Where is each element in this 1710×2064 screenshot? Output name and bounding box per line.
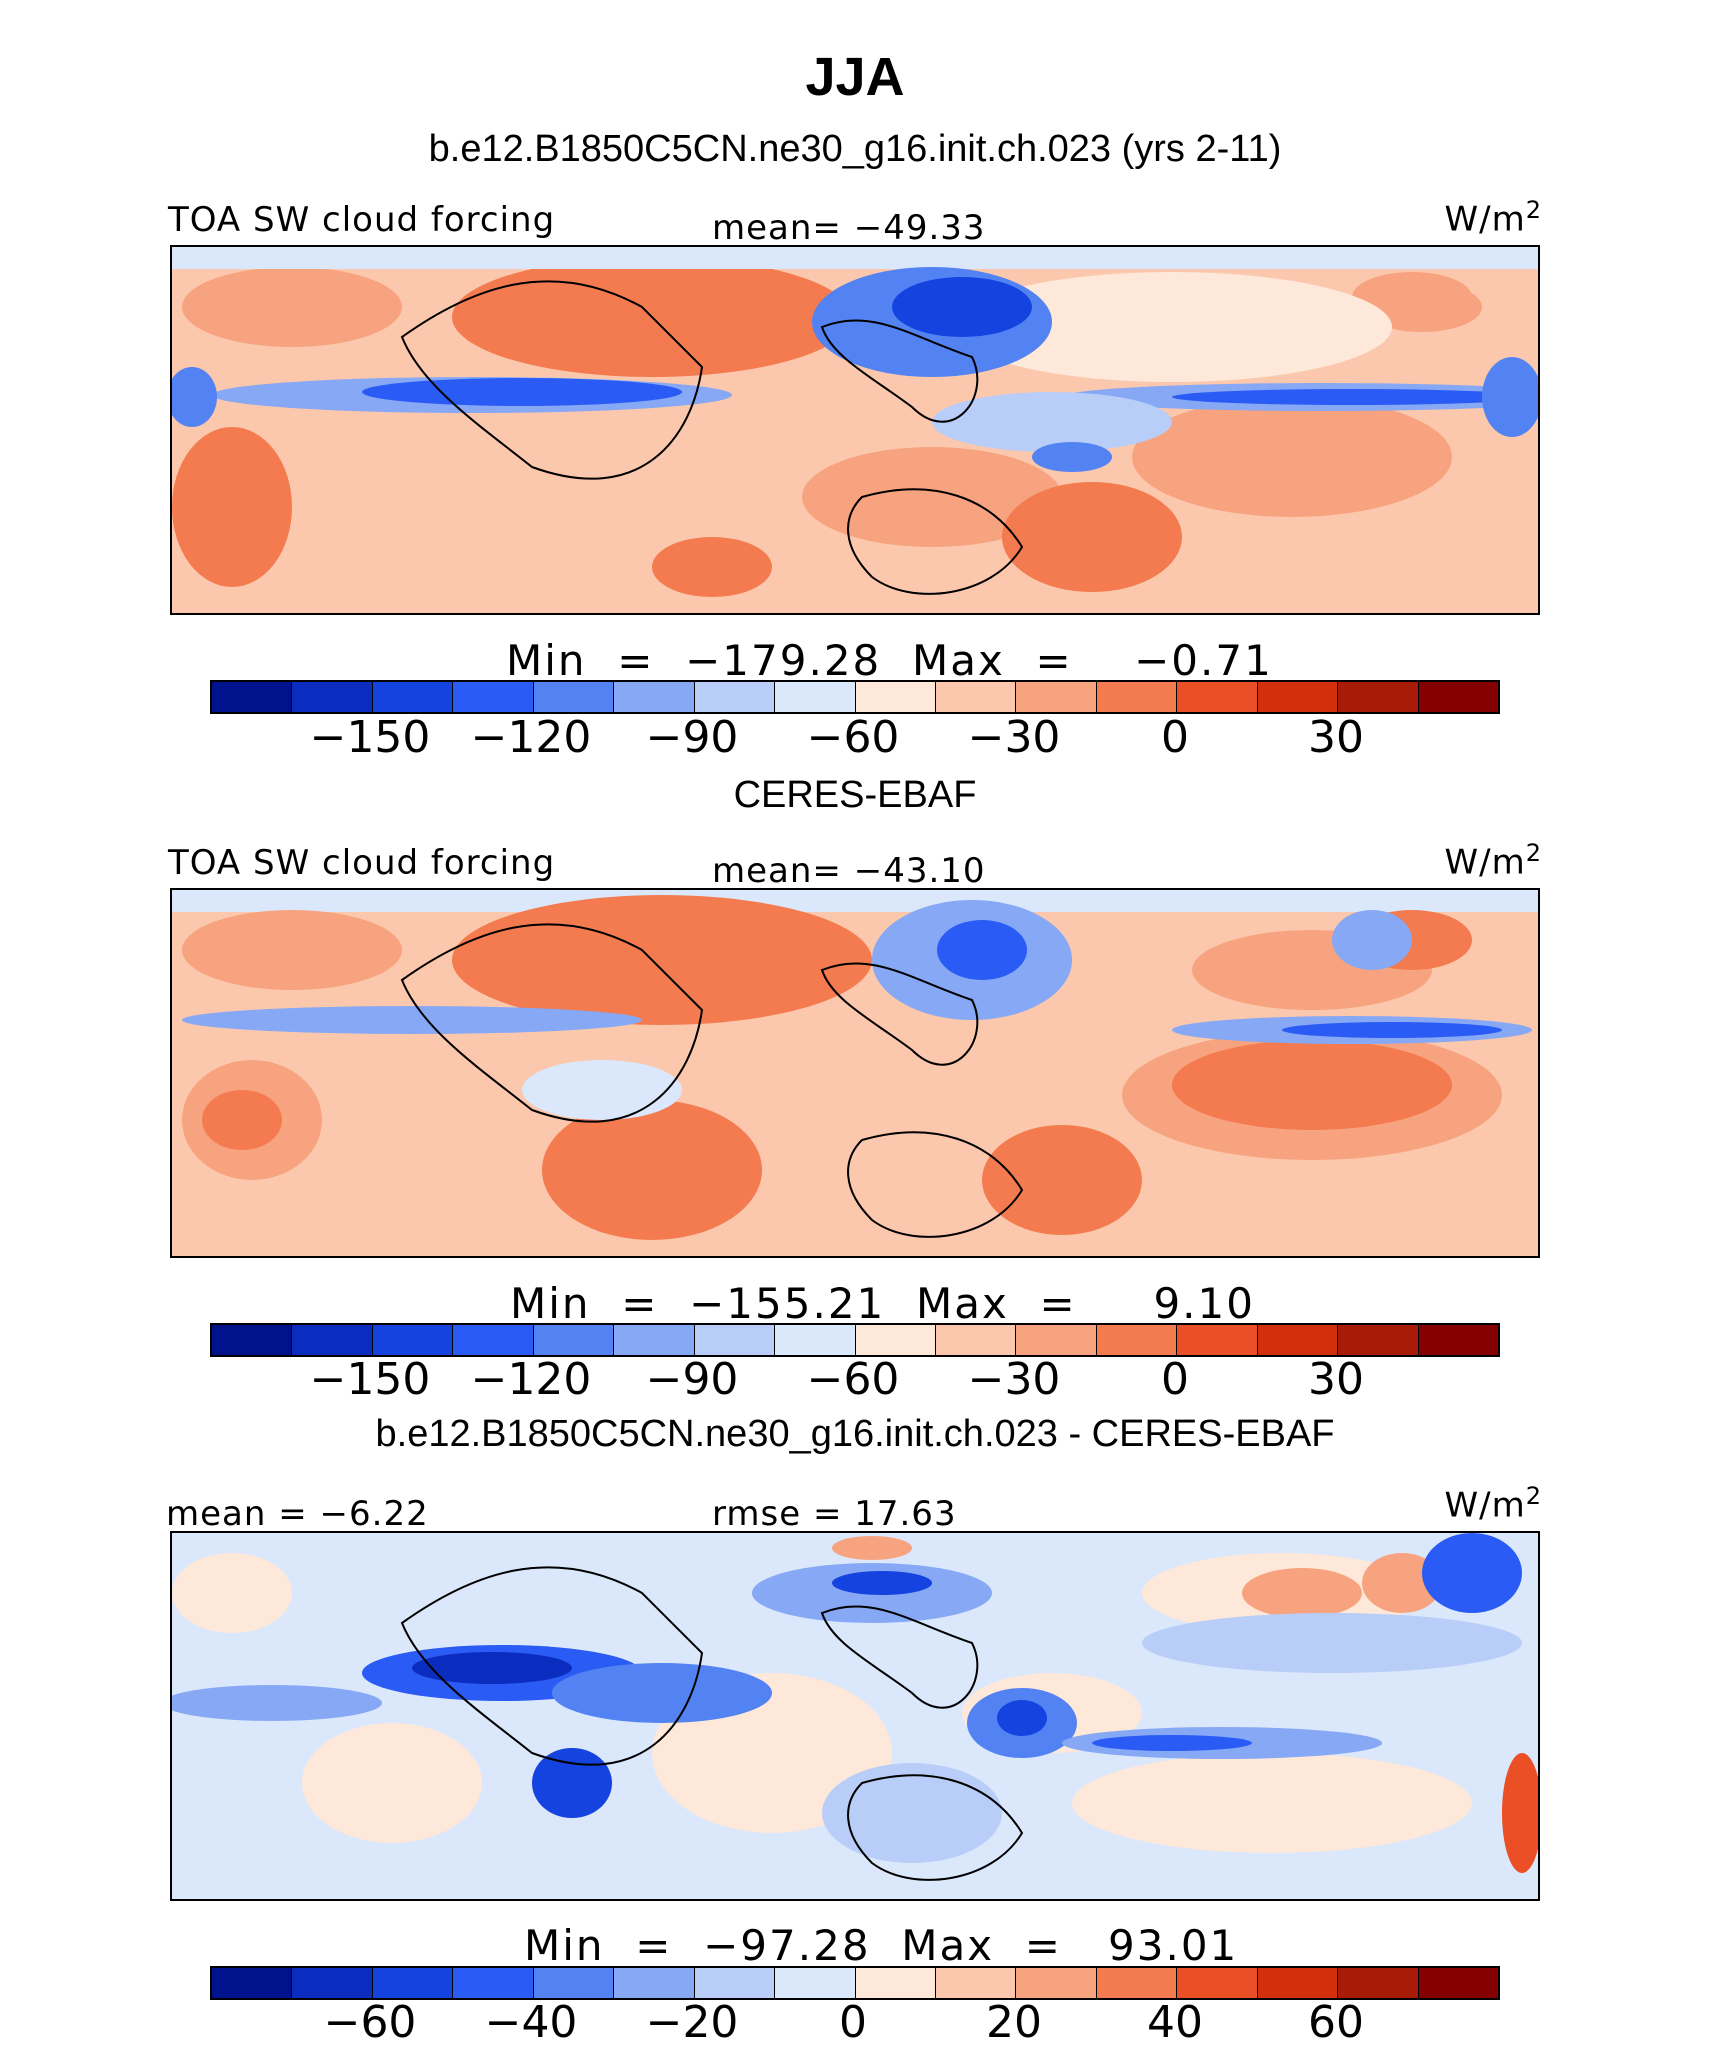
colorbar-swatch bbox=[212, 682, 293, 712]
colorbar-swatch bbox=[212, 1968, 293, 1998]
panel-3-colorbar-tick: 0 bbox=[839, 1997, 867, 2048]
panel-2-mean-label: mean= −43.10 bbox=[712, 851, 986, 891]
colorbar-swatch bbox=[453, 1325, 534, 1355]
colorbar-swatch bbox=[1338, 1325, 1419, 1355]
panel-2-colorbar-tick: −120 bbox=[470, 1354, 592, 1405]
colorbar-swatch bbox=[855, 682, 936, 712]
panel-2-units-label: W/m2 bbox=[1444, 839, 1542, 883]
colorbar-swatch bbox=[1016, 682, 1097, 712]
colorbar-swatch bbox=[694, 682, 776, 712]
panel-2-colorbar-tick: −90 bbox=[645, 1354, 739, 1405]
colorbar-swatch bbox=[1016, 1325, 1097, 1355]
colorbar-swatch bbox=[775, 682, 856, 712]
colorbar-swatch bbox=[694, 1325, 776, 1355]
panel-1-colorbar-tick: −120 bbox=[470, 712, 592, 763]
panel-3-colorbar-tick: 40 bbox=[1147, 1997, 1203, 2048]
colorbar-swatch bbox=[1096, 1968, 1178, 1998]
colorbar-swatch bbox=[533, 1968, 615, 1998]
colorbar-swatch bbox=[614, 1325, 695, 1355]
panel-3-rmse-label: rmse = 17.63 bbox=[712, 1494, 957, 1534]
panel-1-variable-label: TOA SW cloud forcing bbox=[168, 200, 556, 240]
panel-1-colorbar-tick: −150 bbox=[309, 712, 431, 763]
panel-2-colorbar-tick: 30 bbox=[1308, 1354, 1364, 1405]
panel-3-units-label: W/m2 bbox=[1444, 1482, 1542, 1526]
colorbar-swatch bbox=[855, 1968, 936, 1998]
colorbar-swatch bbox=[212, 1325, 293, 1355]
colorbar-swatch bbox=[372, 682, 454, 712]
colorbar-swatch bbox=[1338, 682, 1419, 712]
colorbar-swatch bbox=[614, 682, 695, 712]
panel-2-colorbar-tick: −30 bbox=[967, 1354, 1061, 1405]
colorbar-swatch bbox=[614, 1968, 695, 1998]
panel-2-colorbar-tick: −60 bbox=[806, 1354, 900, 1405]
colorbar-swatch bbox=[1096, 1325, 1178, 1355]
colorbar-swatch bbox=[775, 1325, 856, 1355]
colorbar-swatch bbox=[1418, 1325, 1498, 1355]
colorbar-swatch bbox=[292, 682, 373, 712]
panel-3-colorbar-tick: −40 bbox=[484, 1997, 578, 2048]
panel-1-colorbar-tick: −90 bbox=[645, 712, 739, 763]
panel-2-colorbar-tick: −150 bbox=[309, 1354, 431, 1405]
colorbar-swatch bbox=[1096, 682, 1178, 712]
colorbar-swatch bbox=[1177, 1968, 1258, 1998]
colorbar-swatch bbox=[694, 1968, 776, 1998]
colorbar-swatch bbox=[935, 682, 1017, 712]
colorbar-swatch bbox=[1257, 1968, 1339, 1998]
panel-3-colorbar-tick: −20 bbox=[645, 1997, 739, 2048]
panel-3-mean-label: mean = −6.22 bbox=[166, 1494, 429, 1534]
panel-3-map bbox=[170, 1531, 1540, 1901]
colorbar-swatch bbox=[372, 1325, 454, 1355]
panel-1-colorbar-tick: 0 bbox=[1161, 712, 1189, 763]
colorbar-swatch bbox=[1418, 682, 1498, 712]
panel-1-subtitle: b.e12.B1850C5CN.ne30_g16.init.ch.023 (yr… bbox=[428, 128, 1282, 170]
panel-2-variable-label: TOA SW cloud forcing bbox=[168, 843, 556, 883]
panel-1-minmax-label: Min = −179.28 Max = −0.71 bbox=[506, 636, 1273, 685]
colorbar-swatch bbox=[855, 1325, 936, 1355]
panel-2-map bbox=[170, 888, 1540, 1258]
colorbar-swatch bbox=[935, 1968, 1017, 1998]
panel-1-units-label: W/m2 bbox=[1444, 196, 1542, 240]
colorbar-swatch bbox=[292, 1968, 373, 1998]
panel-3-colorbar-tick: −60 bbox=[323, 1997, 417, 2048]
panel-1-colorbar-tick: −60 bbox=[806, 712, 900, 763]
colorbar-swatch bbox=[775, 1968, 856, 1998]
colorbar-swatch bbox=[533, 1325, 615, 1355]
figure-title: JJA bbox=[805, 47, 905, 107]
colorbar-swatch bbox=[1177, 682, 1258, 712]
panel-1-colorbar bbox=[210, 680, 1500, 714]
colorbar-swatch bbox=[1177, 1325, 1258, 1355]
colorbar-swatch bbox=[533, 682, 615, 712]
colorbar-swatch bbox=[1016, 1968, 1097, 1998]
panel-3-colorbar bbox=[210, 1966, 1500, 2000]
colorbar-swatch bbox=[453, 1968, 534, 1998]
panel-3-subtitle: b.e12.B1850C5CN.ne30_g16.init.ch.023 - C… bbox=[375, 1413, 1335, 1455]
colorbar-swatch bbox=[1418, 1968, 1498, 1998]
colorbar-swatch bbox=[1257, 1325, 1339, 1355]
colorbar-swatch bbox=[1338, 1968, 1419, 1998]
panel-1-colorbar-tick: 30 bbox=[1308, 712, 1364, 763]
panel-1-mean-label: mean= −49.33 bbox=[712, 208, 986, 248]
panel-3-minmax-label: Min = −97.28 Max = 93.01 bbox=[524, 1921, 1239, 1970]
panel-2-colorbar bbox=[210, 1323, 1500, 1357]
panel-2-minmax-label: Min = −155.21 Max = 9.10 bbox=[510, 1279, 1255, 1328]
panel-3-colorbar-tick: 60 bbox=[1308, 1997, 1364, 2048]
panel-2-colorbar-tick: 0 bbox=[1161, 1354, 1189, 1405]
panel-1-colorbar-tick: −30 bbox=[967, 712, 1061, 763]
colorbar-swatch bbox=[453, 682, 534, 712]
panel-2-subtitle: CERES-EBAF bbox=[733, 774, 977, 816]
panel-1-map bbox=[170, 245, 1540, 615]
colorbar-swatch bbox=[292, 1325, 373, 1355]
panel-3-colorbar-tick: 20 bbox=[986, 1997, 1042, 2048]
colorbar-swatch bbox=[372, 1968, 454, 1998]
colorbar-swatch bbox=[1257, 682, 1339, 712]
colorbar-swatch bbox=[935, 1325, 1017, 1355]
